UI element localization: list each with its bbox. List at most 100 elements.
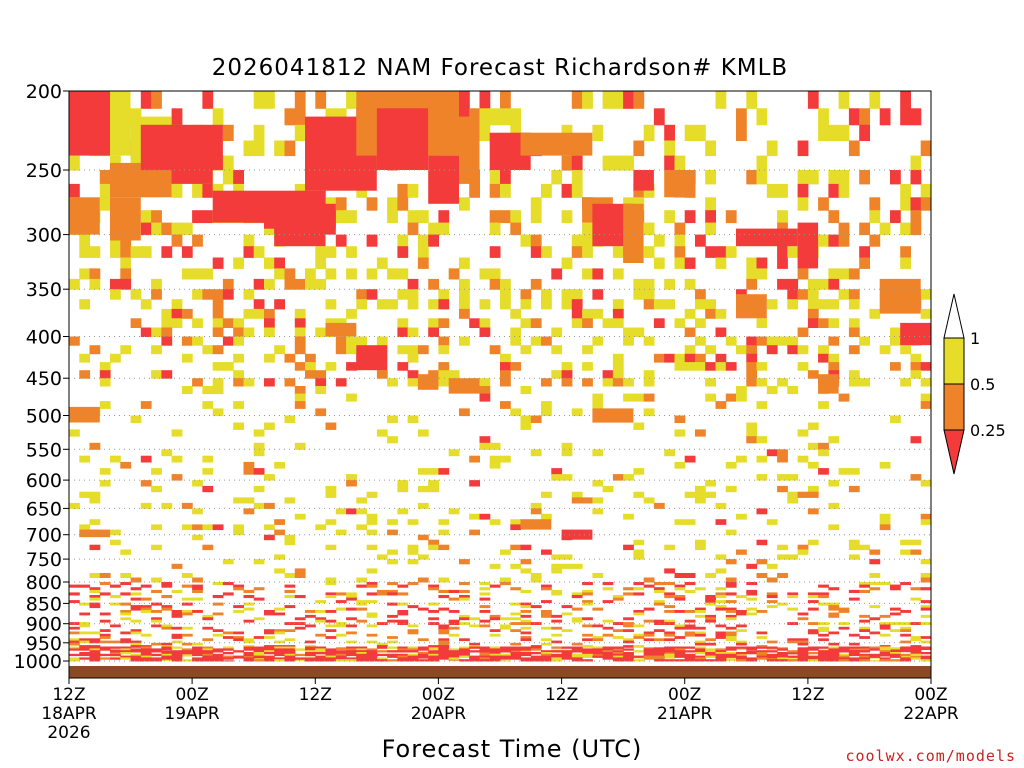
heatmap-cell	[459, 289, 470, 300]
heatmap-cell	[818, 626, 829, 630]
heatmap-cell	[797, 549, 809, 555]
heatmap-cell	[99, 640, 111, 644]
heatmap-cell	[233, 327, 244, 337]
heatmap-cell	[171, 589, 183, 593]
heatmap-cell	[284, 659, 296, 662]
heatmap-cell	[376, 336, 388, 346]
heatmap-cell	[407, 631, 419, 635]
heatmap-region	[797, 222, 819, 269]
heatmap-cell	[848, 653, 860, 657]
heatmap-cell	[900, 646, 911, 649]
y-tick-label: 550	[26, 439, 62, 461]
heatmap-cell	[818, 652, 829, 655]
heatmap-cell	[530, 655, 542, 658]
heatmap-cell	[869, 617, 881, 621]
heatmap-cell	[325, 577, 337, 583]
heatmap-cell	[376, 645, 388, 648]
heatmap-cell	[807, 308, 819, 319]
heatmap-cell	[879, 622, 891, 625]
heatmap-cell	[797, 612, 809, 616]
heatmap-cell	[387, 197, 398, 211]
heatmap-cell	[356, 602, 368, 606]
heatmap-cell	[612, 622, 624, 625]
heatmap-cell	[684, 353, 696, 363]
heatmap-cell	[736, 652, 747, 655]
heatmap-region	[428, 155, 459, 204]
heatmap-cell	[305, 362, 316, 371]
heatmap-cell	[838, 646, 850, 649]
heatmap-cell	[561, 289, 573, 300]
heatmap-cell	[828, 659, 840, 662]
heatmap-cell	[417, 210, 429, 224]
heatmap-cell	[530, 246, 542, 258]
heatmap-cell	[233, 318, 244, 328]
heatmap-cell	[459, 648, 470, 651]
heatmap-cell	[612, 362, 624, 371]
heatmap-cell	[777, 474, 788, 481]
heatmap-cell	[920, 289, 932, 300]
heatmap-cell	[623, 655, 634, 658]
heatmap-cell	[212, 602, 224, 606]
heatmap-cell	[428, 602, 439, 606]
heatmap-cell	[766, 650, 778, 653]
heatmap-cell	[736, 108, 747, 126]
heatmap-cell	[664, 353, 675, 363]
heatmap-cell	[571, 563, 583, 569]
heatmap-cell	[541, 655, 552, 658]
heatmap-cell	[284, 268, 296, 280]
heatmap-cell	[653, 299, 665, 310]
heatmap-cell	[869, 234, 881, 247]
heatmap-cell	[274, 607, 285, 611]
heatmap-cell	[79, 491, 91, 498]
heatmap-cell	[222, 278, 234, 290]
plot-frame	[68, 90, 932, 679]
heatmap-cell	[561, 646, 573, 649]
heatmap-cell	[828, 646, 840, 649]
heatmap-cell	[110, 624, 121, 628]
heatmap-cell	[222, 652, 234, 655]
heatmap-cell	[233, 631, 244, 635]
heatmap-cell	[920, 600, 932, 604]
heatmap-cell	[633, 633, 645, 637]
heatmap-cell	[274, 640, 285, 644]
heatmap-cell	[869, 573, 881, 578]
heatmap-cell	[582, 91, 593, 109]
heatmap-cell	[459, 308, 470, 319]
heatmap-cell	[264, 648, 275, 651]
heatmap-cell	[848, 659, 860, 662]
heatmap-cell	[551, 345, 563, 355]
heatmap-cell	[253, 442, 265, 450]
heatmap-cell	[397, 246, 409, 258]
heatmap-cell	[777, 544, 788, 551]
heatmap-cell	[910, 170, 922, 185]
heatmap-cell	[356, 577, 368, 583]
heatmap-cell	[284, 534, 296, 541]
heatmap-cell	[253, 659, 265, 662]
heatmap-cell	[500, 353, 511, 363]
heatmap-cell	[612, 652, 624, 655]
heatmap-cell	[428, 485, 439, 493]
heatmap-cell	[787, 651, 799, 655]
heatmap-cell	[643, 246, 655, 258]
heatmap-cell	[643, 370, 655, 379]
heatmap-cell	[500, 617, 511, 621]
heatmap-cell	[818, 602, 829, 606]
heatmap-cell	[705, 299, 716, 310]
y-tick-label: 850	[26, 593, 62, 615]
heatmap-cell	[428, 617, 439, 621]
heatmap-cell	[181, 602, 193, 606]
heatmap-cell	[777, 183, 788, 198]
y-tick-label: 200	[26, 81, 62, 103]
heatmap-cell	[407, 278, 419, 290]
heatmap-cell	[848, 345, 860, 355]
heatmap-cell	[99, 378, 111, 387]
heatmap-cell	[623, 592, 634, 596]
heatmap-cell	[448, 589, 460, 593]
heatmap-cell	[818, 442, 829, 450]
heatmap-cell	[725, 485, 737, 493]
heatmap-cell	[500, 624, 511, 628]
heatmap-cell	[828, 631, 840, 635]
heatmap-cell	[120, 648, 132, 651]
heatmap-cell	[797, 362, 809, 371]
heatmap-cell	[869, 605, 881, 609]
